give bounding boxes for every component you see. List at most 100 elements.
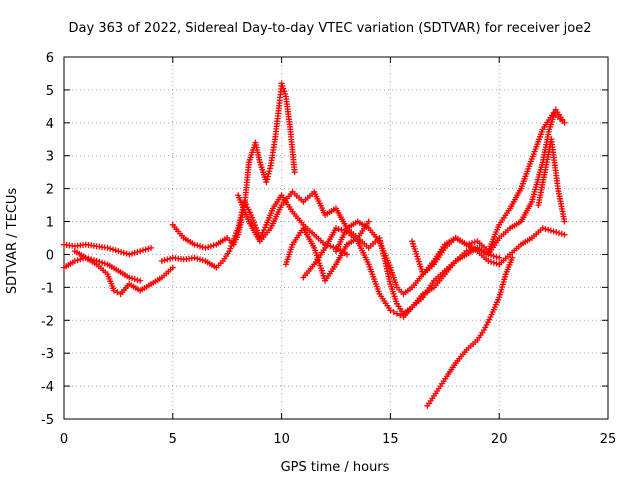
data-point-run	[74, 242, 86, 249]
data-point-run	[476, 329, 486, 341]
data-point-run	[271, 194, 284, 210]
data-point-run	[426, 395, 436, 407]
data-point-run	[432, 273, 446, 289]
data-point-run	[324, 206, 337, 217]
series-trace-m	[496, 225, 568, 268]
data-point	[148, 244, 155, 251]
data-point	[126, 274, 133, 281]
data-point-run	[118, 249, 130, 257]
data-point-run	[454, 236, 468, 247]
data-point-run	[535, 171, 548, 206]
data-point-run	[554, 109, 564, 121]
data-point-run	[280, 191, 294, 206]
data-point	[333, 225, 339, 232]
data-point-run	[540, 128, 552, 163]
data-point-run	[498, 253, 511, 266]
data-point-run	[172, 255, 184, 262]
data-point-run	[519, 201, 534, 223]
data-point-run	[264, 165, 273, 183]
data-point-run	[548, 138, 561, 189]
data-point	[561, 218, 568, 225]
series-trace-d	[169, 80, 298, 251]
data-point-run	[432, 247, 447, 265]
data-point-run	[355, 240, 371, 265]
data-point-run	[323, 227, 338, 249]
y-axis-label: SDTVAR / TECUs	[5, 188, 20, 295]
data-point-run	[247, 220, 262, 243]
data-point	[561, 231, 568, 238]
data-point-run	[301, 227, 316, 249]
data-point-run	[335, 226, 348, 234]
data-point	[111, 287, 118, 294]
series-trace-n	[535, 136, 568, 225]
data-point-run	[241, 161, 252, 206]
data-point-run	[150, 275, 163, 286]
data-point-run	[323, 263, 338, 282]
data-point-run	[476, 250, 490, 263]
data-point-run	[106, 262, 120, 273]
data-point-run	[366, 263, 382, 295]
data-point-run	[529, 161, 545, 203]
data-point-run	[439, 375, 449, 387]
data-point	[93, 258, 100, 265]
data-point-run	[312, 247, 328, 282]
x-axis-label: GPS time / hours	[281, 460, 390, 475]
axis-ticks: 0 5 10 15 20 25 -5 -4 -3 -2 -1 0 1 2 3 4 5 6	[41, 51, 616, 447]
data-point-run	[264, 207, 275, 226]
data-point-run	[215, 260, 224, 269]
data-point	[559, 116, 566, 123]
data-point	[191, 241, 198, 248]
data-point	[191, 254, 198, 261]
data-point-run	[411, 273, 425, 289]
data-point-run	[279, 83, 289, 97]
data-point-run	[194, 255, 206, 264]
data-point-run	[411, 296, 424, 309]
y-tick-label: -2	[41, 314, 54, 329]
data-point-run	[509, 219, 522, 230]
data-point	[278, 80, 285, 87]
data-point-run	[74, 255, 86, 264]
data-point-run	[312, 191, 327, 216]
data-point-run	[236, 194, 251, 223]
data-point-run	[410, 240, 426, 275]
y-tick-label: 6	[46, 51, 54, 66]
data-point-run	[476, 240, 490, 253]
plot-frame	[63, 56, 609, 420]
data-point-run	[129, 249, 141, 257]
data-point-run	[518, 158, 534, 190]
data-point-run	[488, 252, 500, 260]
data-point	[263, 179, 270, 186]
data-point-run	[283, 96, 293, 130]
data-point-run	[496, 273, 508, 298]
data-point-run	[422, 263, 435, 276]
series-trace-k	[424, 254, 516, 409]
data-point-run	[129, 275, 141, 283]
data-point-run	[85, 242, 97, 249]
x-tick-label: 20	[491, 432, 508, 447]
y-tick-label: -4	[41, 380, 54, 395]
data-point	[71, 258, 78, 265]
x-tick-label: 10	[273, 432, 290, 447]
data-point	[82, 254, 89, 261]
y-tick-label: -3	[41, 347, 54, 362]
data-point-run	[432, 385, 442, 397]
data-point-run	[367, 227, 381, 243]
data-point	[137, 248, 144, 255]
data-point	[485, 258, 492, 265]
data-point	[343, 251, 350, 258]
data-point	[202, 244, 209, 251]
data-point	[393, 310, 400, 317]
data-point-run	[287, 128, 298, 173]
y-tick-label: 0	[46, 248, 54, 263]
data-point-run	[302, 223, 316, 236]
data-point-run	[356, 237, 370, 249]
y-tick-label: 2	[46, 183, 54, 198]
data-point	[126, 251, 133, 258]
data-point-run	[388, 267, 400, 288]
data-point-run	[107, 245, 119, 254]
data-point-run	[313, 233, 326, 246]
data-point-run	[302, 190, 316, 203]
data-point	[496, 254, 503, 261]
data-point-run	[529, 128, 545, 160]
data-point-run	[432, 243, 447, 262]
